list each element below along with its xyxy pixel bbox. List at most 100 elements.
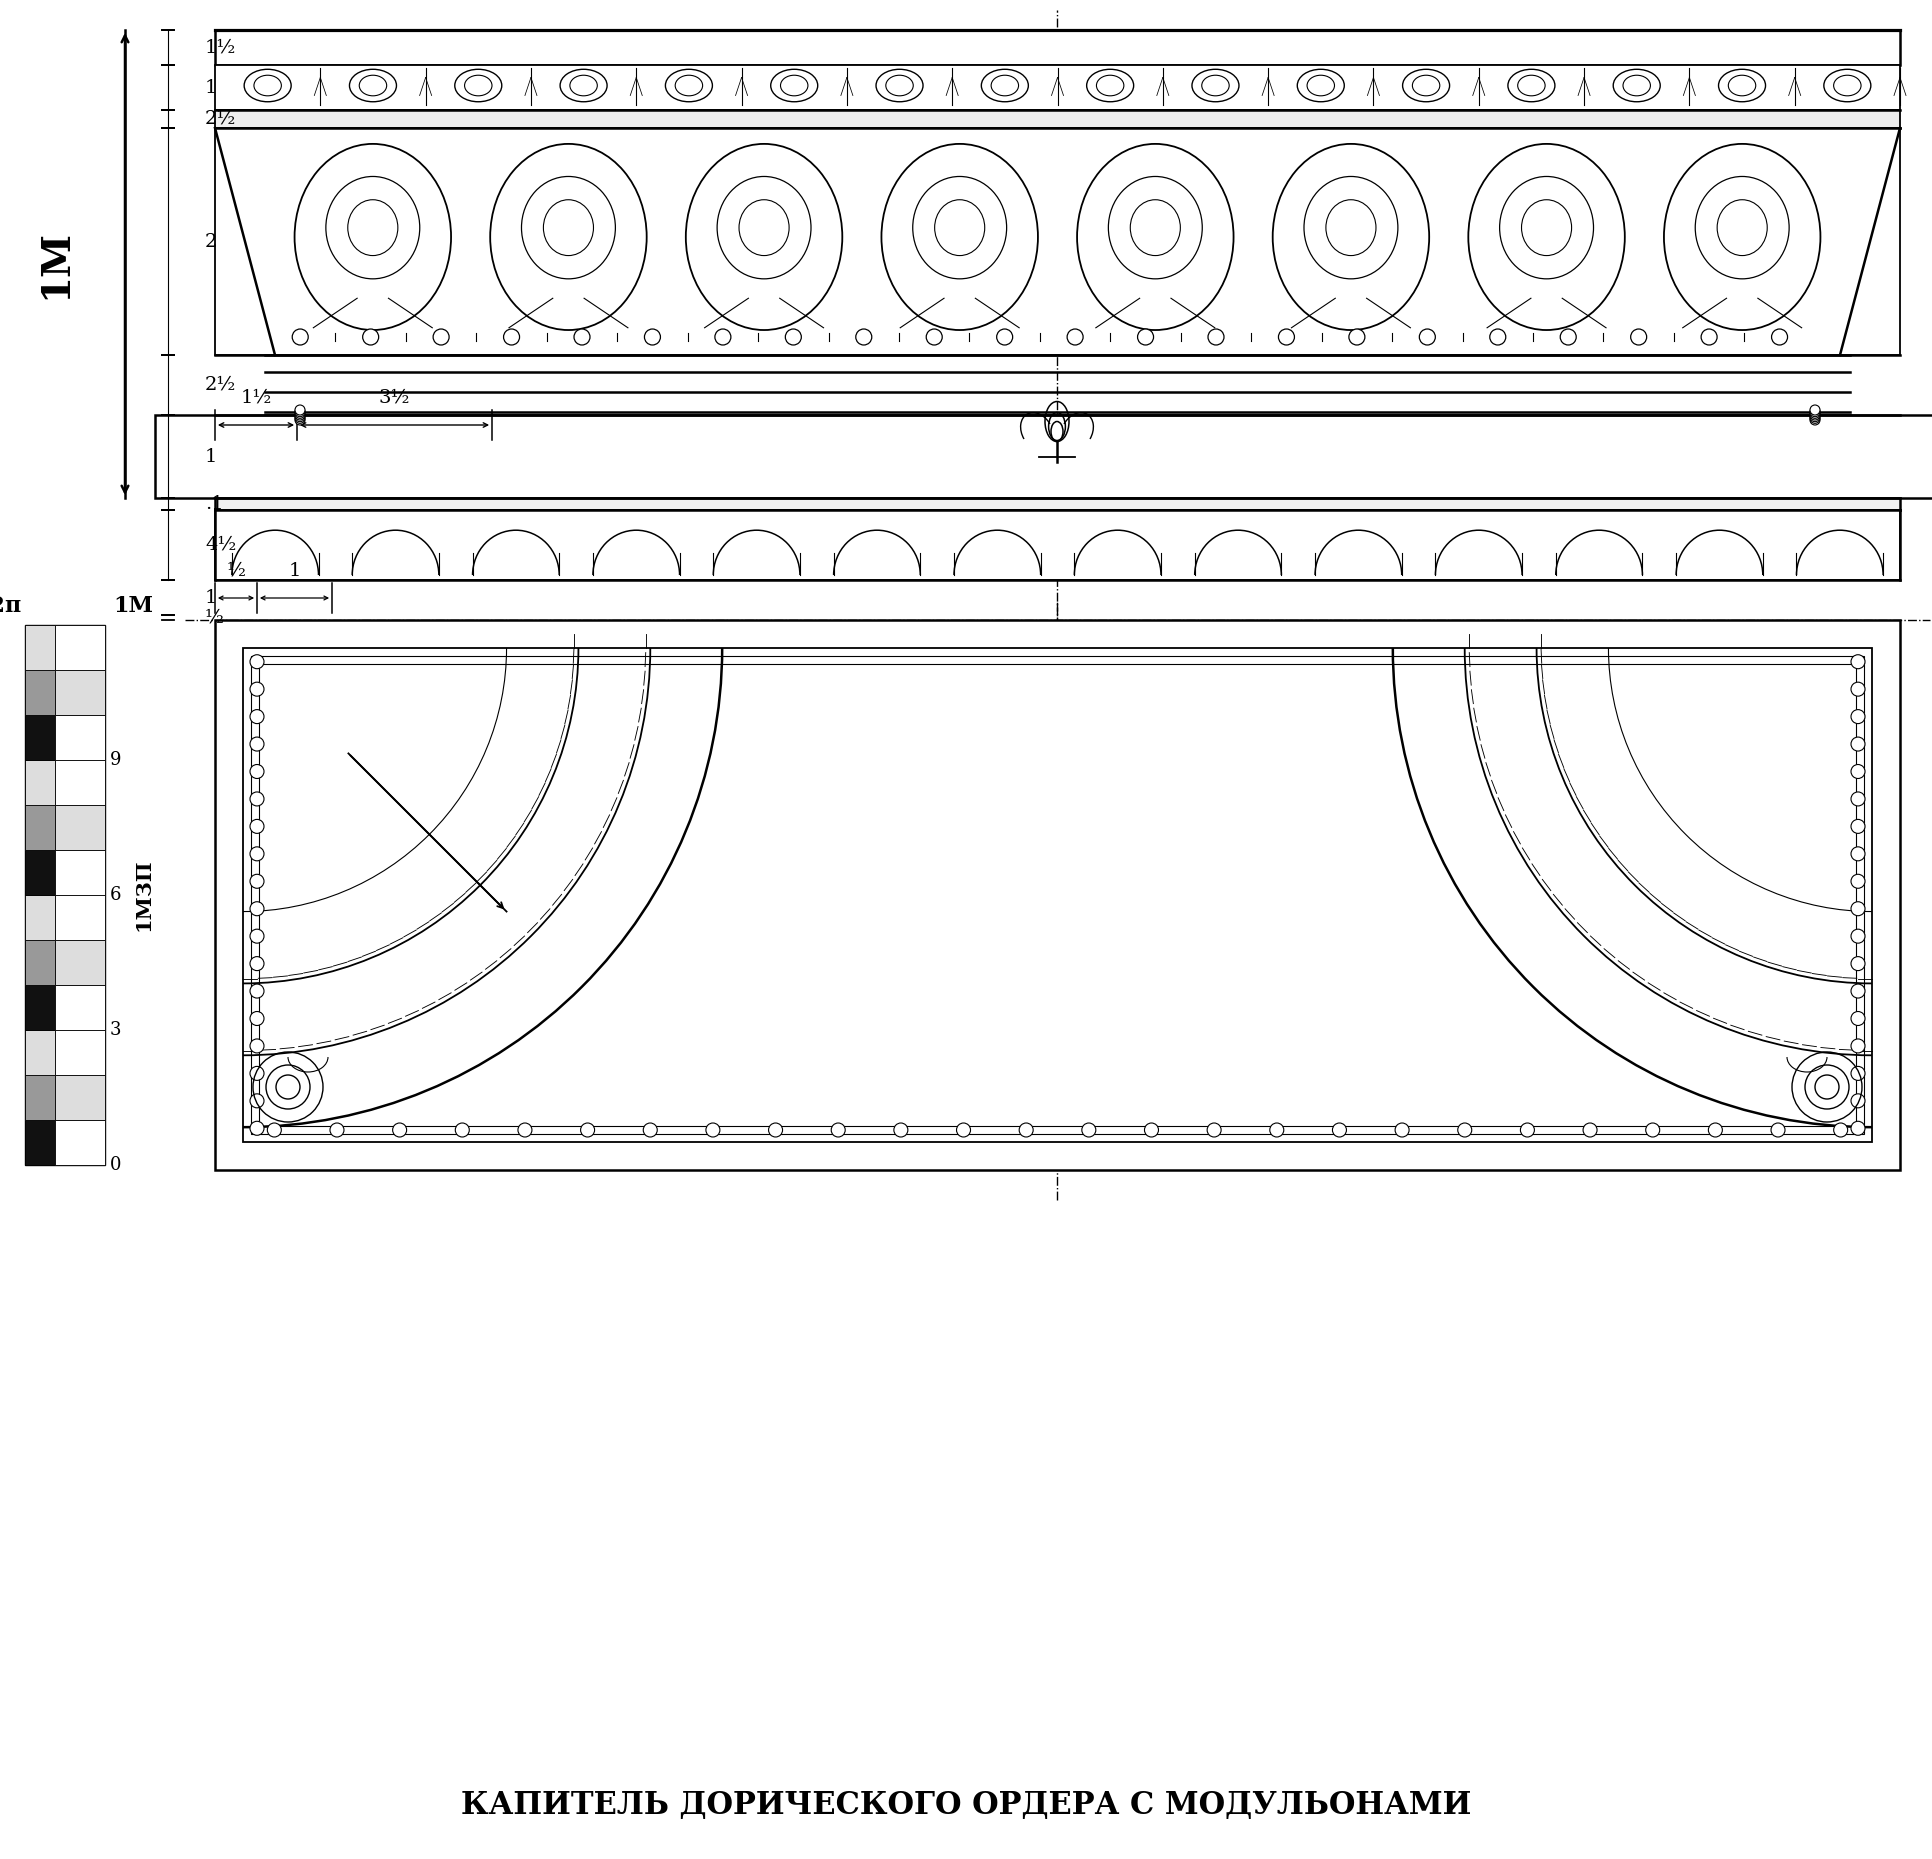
Bar	[54, 941, 104, 985]
Bar	[25, 1075, 54, 1119]
Bar	[251, 656, 1864, 1134]
Circle shape	[249, 1093, 265, 1108]
Circle shape	[1810, 409, 1820, 418]
Circle shape	[249, 1121, 265, 1136]
Bar	[214, 509, 1899, 580]
Ellipse shape	[1296, 69, 1345, 102]
Circle shape	[1582, 1123, 1598, 1138]
Text: 1М: 1М	[112, 595, 153, 617]
Ellipse shape	[1719, 69, 1766, 102]
Circle shape	[249, 1039, 265, 1052]
Bar	[25, 625, 54, 669]
Text: 1М: 1М	[37, 229, 73, 299]
Circle shape	[296, 415, 305, 426]
Circle shape	[895, 1123, 908, 1138]
Circle shape	[856, 329, 871, 346]
Circle shape	[296, 405, 305, 415]
Text: 4½: 4½	[205, 535, 236, 554]
Text: 1: 1	[205, 448, 218, 465]
Text: КАПИТЕЛЬ ДОРИЧЕСКОГО ОРДЕРА С МОДУЛЬОНАМИ: КАПИТЕЛЬ ДОРИЧЕСКОГО ОРДЕРА С МОДУЛЬОНАМ…	[462, 1790, 1470, 1822]
Bar	[214, 65, 1899, 110]
Circle shape	[249, 874, 265, 889]
Ellipse shape	[771, 69, 817, 102]
Circle shape	[249, 1067, 265, 1080]
Circle shape	[1646, 1123, 1660, 1138]
Circle shape	[1395, 1123, 1408, 1138]
Circle shape	[831, 1123, 844, 1138]
Circle shape	[296, 409, 305, 418]
Ellipse shape	[1403, 69, 1449, 102]
Ellipse shape	[1273, 143, 1430, 331]
Ellipse shape	[1824, 69, 1870, 102]
Ellipse shape	[1468, 143, 1625, 331]
Ellipse shape	[665, 69, 713, 102]
Text: 6: 6	[110, 887, 122, 903]
Ellipse shape	[454, 69, 502, 102]
Circle shape	[1851, 654, 1864, 669]
Circle shape	[1810, 413, 1820, 424]
Circle shape	[1420, 329, 1435, 346]
Text: ½: ½	[226, 561, 245, 580]
Circle shape	[1138, 329, 1153, 346]
Circle shape	[1810, 407, 1820, 416]
Circle shape	[1851, 957, 1864, 970]
Circle shape	[249, 902, 265, 916]
Circle shape	[392, 1123, 406, 1138]
Bar	[25, 1030, 54, 1075]
Text: ½: ½	[205, 608, 224, 626]
Circle shape	[582, 1123, 595, 1138]
Circle shape	[1851, 736, 1864, 751]
Ellipse shape	[1086, 69, 1134, 102]
Circle shape	[249, 1011, 265, 1026]
Circle shape	[1631, 329, 1646, 346]
Bar	[214, 30, 1899, 65]
Bar	[25, 625, 104, 1166]
Circle shape	[296, 411, 305, 420]
Circle shape	[296, 407, 305, 416]
Ellipse shape	[1076, 143, 1233, 331]
Text: .1: .1	[205, 494, 224, 513]
Ellipse shape	[350, 69, 396, 102]
Circle shape	[292, 329, 309, 346]
Bar	[54, 716, 104, 760]
Bar	[54, 1075, 104, 1119]
Ellipse shape	[686, 143, 842, 331]
Circle shape	[249, 930, 265, 943]
Bar	[25, 941, 54, 985]
Circle shape	[1144, 1123, 1159, 1138]
Circle shape	[1851, 930, 1864, 943]
Circle shape	[1810, 415, 1820, 426]
Circle shape	[249, 792, 265, 807]
Ellipse shape	[1663, 143, 1820, 331]
Bar	[25, 894, 54, 941]
Bar	[54, 850, 104, 894]
Bar	[214, 621, 1899, 1169]
Circle shape	[1561, 329, 1577, 346]
Ellipse shape	[875, 69, 923, 102]
Circle shape	[1851, 1011, 1864, 1026]
Circle shape	[1208, 329, 1225, 346]
Circle shape	[1851, 1039, 1864, 1052]
Circle shape	[1279, 329, 1294, 346]
Circle shape	[249, 983, 265, 998]
Ellipse shape	[491, 143, 647, 331]
Circle shape	[1851, 902, 1864, 916]
Circle shape	[1851, 1121, 1864, 1136]
Text: 9: 9	[110, 751, 122, 770]
Text: 2: 2	[205, 232, 218, 251]
Text: 2½: 2½	[205, 376, 236, 394]
Circle shape	[504, 329, 520, 346]
Circle shape	[1810, 411, 1820, 422]
Circle shape	[1851, 874, 1864, 889]
Circle shape	[330, 1123, 344, 1138]
Bar	[54, 1119, 104, 1166]
Circle shape	[1459, 1123, 1472, 1138]
Circle shape	[1851, 764, 1864, 779]
Circle shape	[1833, 1123, 1847, 1138]
Bar	[259, 664, 1857, 1127]
Circle shape	[1020, 1123, 1034, 1138]
Circle shape	[249, 654, 265, 669]
Bar	[155, 415, 1932, 498]
Text: 3: 3	[110, 1021, 122, 1039]
Circle shape	[1772, 1123, 1785, 1138]
